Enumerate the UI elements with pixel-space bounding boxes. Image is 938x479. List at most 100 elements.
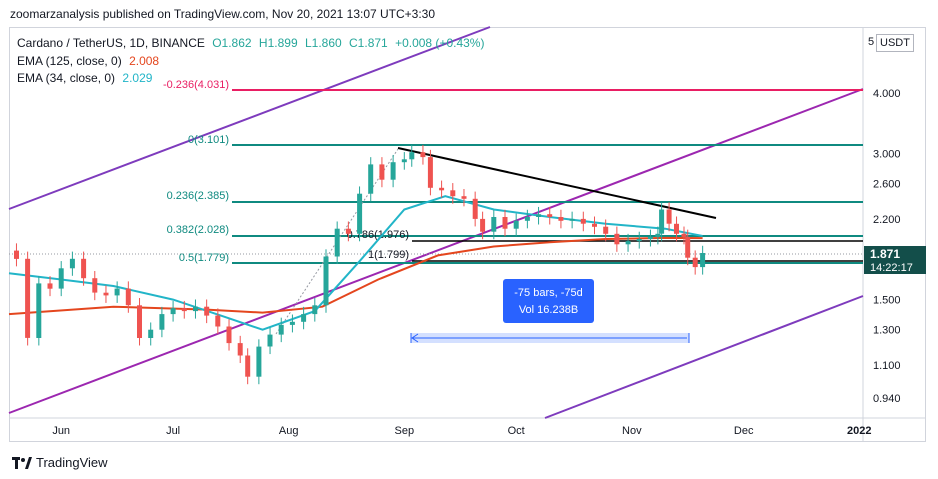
candle-body[interactable] [401,159,407,163]
candle-body[interactable] [502,217,508,229]
fib-label-neg0236: -0.236(4.031) [163,79,229,91]
candle-body[interactable] [357,193,363,234]
candle-body[interactable] [666,209,672,224]
legend-ema34[interactable]: EMA (34, close, 0) 2.029 [17,71,152,85]
candle-body[interactable] [204,306,210,316]
candle-body[interactable] [289,321,295,325]
y-tick-label: 1.100 [873,360,901,372]
candle-body[interactable] [409,152,415,160]
candle-body[interactable] [625,241,631,245]
candle-body[interactable] [256,346,262,377]
y-tick-label: 3.000 [873,149,901,161]
candle-body[interactable] [614,233,620,245]
candle-body[interactable] [674,223,679,234]
candle-body[interactable] [69,258,75,269]
candle-body[interactable] [603,226,609,234]
candle-body[interactable] [137,305,142,338]
footer-brand[interactable]: TradingView [12,455,108,470]
channel-upper-line[interactable] [8,26,491,210]
candle-body[interactable] [480,218,486,232]
fib-label-0: 0(3.101) [188,134,229,146]
candle-body[interactable] [267,334,273,347]
candle-body[interactable] [36,283,42,338]
descending-trendline[interactable] [397,147,717,219]
candle-body[interactable] [226,326,232,344]
candle-body[interactable] [47,283,53,289]
brand-name: TradingView [36,455,108,470]
candle-body[interactable] [103,292,109,296]
chart-frame[interactable] [9,27,926,442]
candle-body[interactable] [420,152,426,158]
candle-body[interactable] [215,315,221,327]
candle-body[interactable] [301,314,307,322]
candle-body[interactable] [461,196,467,199]
candle-body[interactable] [655,233,661,237]
candle-body[interactable] [125,288,131,306]
candle-body[interactable] [700,253,706,268]
candle-body[interactable] [312,305,318,315]
dotted-connector [275,148,399,335]
legend-close: C1.871 [349,36,388,50]
candle-body[interactable] [181,308,187,312]
candle-body[interactable] [536,214,542,217]
currency-unit-button[interactable]: USDT [876,34,914,52]
candle-body[interactable] [81,258,87,279]
candle-body[interactable] [558,217,564,221]
y-tick-label: 2.200 [873,214,901,226]
ema125-line[interactable] [8,236,703,316]
candle-body[interactable] [245,355,251,377]
fib-label-0236: 0.236(2.385) [167,190,229,202]
ema34-line[interactable] [8,195,703,331]
candle-body[interactable] [14,250,19,259]
candle-body[interactable] [334,228,340,257]
candle-body[interactable] [427,157,433,188]
x-tick-label: 2022 [847,425,871,437]
candle-body[interactable] [159,314,165,330]
candle-body[interactable] [580,218,586,224]
candle-body[interactable] [450,190,456,197]
x-tick-label: Jul [166,425,180,437]
x-tick-label: Jun [52,425,70,437]
measure-tooltip: -75 bars, -75d Vol 16.238B [503,279,594,323]
candle-body[interactable] [323,256,329,306]
candle-body[interactable] [659,209,665,234]
candle-body[interactable] [524,217,530,221]
candle-body[interactable] [278,324,284,335]
candle-body[interactable] [390,162,396,180]
candle-body[interactable] [636,239,642,242]
candle-body[interactable] [569,218,575,221]
fib-label-0786: 0.786(1.976) [347,229,409,241]
axis-prefix: 5 [868,36,875,48]
candle-body[interactable] [439,187,445,191]
legend-ema125[interactable]: EMA (125, close, 0) 2.008 [17,54,159,68]
candle-body[interactable] [491,217,497,232]
candle-body[interactable] [148,329,154,338]
fib-label-05: 0.5(1.779) [179,252,229,264]
candle-body[interactable] [114,288,120,296]
candle-body[interactable] [193,306,198,312]
candle-body[interactable] [647,236,653,239]
candle-body[interactable] [692,257,698,268]
candle-body[interactable] [685,236,691,258]
candle-body[interactable] [170,308,176,315]
channel-lower-line[interactable] [544,295,864,419]
candle-body[interactable] [92,278,98,293]
candle-body[interactable] [513,220,519,229]
candle-body[interactable] [547,214,553,217]
ema34-value: 2.029 [122,71,153,85]
candle-body[interactable] [472,198,478,219]
legend-change: +0.008 (+0.43%) [395,36,485,50]
candle-body[interactable] [25,258,31,338]
ema125-label: EMA (125, close, 0) [17,54,122,68]
candle-body[interactable] [681,233,687,237]
candle-body[interactable] [368,164,374,194]
y-tick-label: 1.300 [873,325,901,337]
channel-middle-line[interactable] [8,88,864,414]
candle-body[interactable] [237,343,243,356]
measure-arrow-head [411,333,419,343]
candle-body[interactable] [379,164,385,180]
candle-body[interactable] [345,228,351,234]
candle-body[interactable] [58,268,64,289]
candle-body[interactable] [592,223,597,227]
